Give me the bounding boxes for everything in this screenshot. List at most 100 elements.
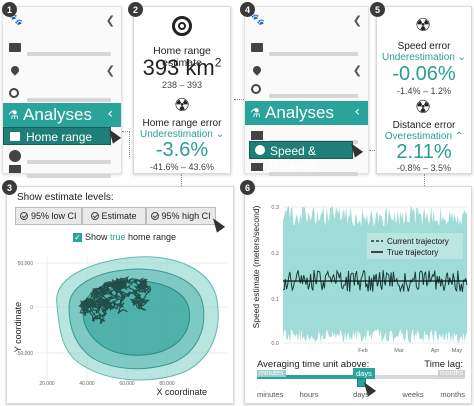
connector (122, 131, 130, 132)
distance-error-status[interactable]: Overestimation ⌃ (377, 131, 471, 142)
sidebar-item[interactable]: 🐾 ❮ (3, 11, 121, 33)
analyses-menu[interactable]: ⚗ Analyses ‹ (3, 103, 121, 127)
distance-error-range: -0.8% – 3.5% (396, 163, 452, 173)
chip-estimate[interactable]: Estimate (81, 207, 146, 225)
menu-item-home-range[interactable]: Home range (3, 127, 111, 145)
speed-error-title: Speed error (397, 41, 451, 52)
sidebar-item[interactable] (245, 79, 368, 101)
y-tick-label: 50,000 (18, 261, 34, 267)
radiation-icon: ☢ (415, 15, 432, 36)
chip-high-ci-label: 95% high CI (161, 211, 211, 221)
true-home-range-checkbox[interactable]: ✓ Show true home range (73, 232, 176, 242)
error-status-text: Underestimation (140, 129, 213, 140)
sidebar-item[interactable] (3, 159, 121, 181)
chevron-left-icon[interactable]: ❮ (352, 14, 362, 27)
report-icon (9, 165, 21, 173)
menu-item-speed-distance[interactable]: Speed & distance (249, 141, 353, 172)
analyses-icon: ⚗ (250, 106, 261, 120)
home-range-card: Home range estimate 393 km2 238 – 393 ☢ … (133, 6, 231, 174)
slider-max-chip: months (438, 370, 465, 377)
timer-icon (251, 84, 261, 94)
slider-tick-label: weeks (402, 390, 424, 399)
folder-icon (9, 43, 21, 52)
home-range-plot-panel: Show estimate levels: 95% low CI Estimat… (6, 186, 234, 404)
error-status[interactable]: Underestimation ⌄ (134, 129, 230, 140)
home-range-range: 238 – 393 (161, 80, 203, 90)
slider-fill (257, 375, 361, 379)
slider-tick-labels: minutes hours days weeks months (257, 390, 465, 402)
chip-low-ci[interactable]: 95% low CI (15, 207, 82, 225)
target-icon (172, 16, 192, 36)
sidebar-item[interactable] (3, 37, 121, 59)
y-ticks: 0.3 0.2 0.1 0.0 (271, 205, 279, 347)
chip-high-ci[interactable]: 95% high CI (145, 207, 216, 225)
connector (424, 174, 425, 188)
paw-icon: 🐾 (9, 14, 23, 26)
sidebar-item[interactable]: ❮ (3, 61, 121, 83)
home-range-number: 393 km (142, 55, 215, 80)
chevron-down-icon: ⌄ (215, 129, 224, 140)
sidebar-item[interactable] (3, 83, 121, 105)
x-ticks: 20,000 40,000 60,000 80,000 (39, 381, 175, 387)
x-tick-label: 40,000 (79, 381, 95, 387)
estimate-level-chips: 95% low CI Estimate 95% high CI (15, 207, 216, 225)
error-range: -41.6% – 43.6% (149, 162, 215, 172)
map-icon (251, 131, 263, 140)
x-axis-label: X coordinate (156, 387, 207, 397)
analyses-menu[interactable]: ⚗ Analyses ‹ (245, 101, 368, 125)
y-tick-label: 0.3 (271, 205, 279, 211)
chevron-left-icon[interactable]: ❮ (352, 64, 362, 77)
sidebar-item[interactable] (245, 37, 368, 59)
chevron-left-icon[interactable]: ‹ (107, 106, 113, 122)
legend-true-label: True trajectory (387, 248, 438, 257)
distance-error-value: 2.11% (396, 141, 452, 163)
x-tick-label: May (452, 348, 463, 354)
check-circle-icon (150, 212, 159, 220)
speed-error-status[interactable]: Underestimation ⌄ (377, 52, 471, 63)
connector (369, 150, 377, 151)
chevron-left-icon[interactable]: ‹ (354, 104, 360, 120)
sidebar-item[interactable] (3, 145, 121, 167)
y-tick-label: 0.2 (271, 251, 279, 257)
x-ticks: Feb Mar Apr May (358, 348, 462, 354)
y-ticks: 50,000 0 -50,000 (16, 261, 33, 357)
time-lag-label: Time lag: (424, 359, 463, 370)
chip-estimate-label: Estimate (101, 211, 137, 221)
slider-tick-label: hours (299, 390, 319, 399)
chip-low-ci-label: 95% low CI (31, 211, 77, 221)
slider-min-chip: minutes (257, 370, 286, 377)
checkbox-checked-icon: ✓ (73, 232, 82, 242)
step-badge-4: 4 (240, 2, 255, 17)
legend-box (367, 233, 463, 259)
y-tick-label: -50,000 (16, 351, 33, 357)
sidebar-item[interactable]: 🐾 ❮ (245, 11, 368, 33)
slider-handle[interactable] (357, 378, 366, 387)
speed-plot-panel: Speed estimate (meters/second) 0.3 0.2 0.1… (244, 186, 472, 404)
x-tick-label: 80,000 (159, 381, 175, 387)
connector (234, 99, 244, 100)
folder-icon (251, 43, 263, 52)
home-range-plot[interactable]: Y coordinate X coordinate 50,000 0 -50,000… (7, 245, 233, 405)
chevron-left-icon[interactable]: ❮ (105, 14, 115, 27)
step-badge-1: 1 (2, 2, 17, 17)
chevron-left-icon[interactable]: ❮ (105, 64, 115, 77)
sidebar-panel-4: 🐾 ❮ ❮ ⚗ Analyses ‹ Speed & distance (244, 6, 369, 176)
checkbox-label-prefix: Show (85, 232, 111, 242)
chevron-up-icon: ⌃ (454, 131, 464, 142)
speed-error-value: -0.06% (392, 63, 456, 85)
sidebar-panel-1: 🐾 ❮ ❮ ⚗ Analyses ‹ Home range (2, 6, 122, 178)
x-tick-label: Apr (431, 348, 440, 354)
speed-plot[interactable]: Speed estimate (meters/second) 0.3 0.2 0.1… (245, 187, 471, 355)
time-unit-slider[interactable]: minutes months days (257, 368, 465, 387)
step-badge-6: 6 (240, 180, 255, 195)
y-axis-label: Speed estimate (meters/second) (251, 205, 261, 328)
step-badge-2: 2 (128, 2, 143, 17)
y-axis-label: Y coordinate (13, 302, 23, 352)
analyses-label: Analyses (23, 105, 92, 124)
sidebar-item[interactable] (245, 157, 368, 179)
distance-error-title: Distance error (392, 120, 456, 131)
analyses-label: Analyses (265, 103, 334, 122)
x-tick-label: Feb (358, 348, 367, 354)
checkbox-label-true: true (110, 232, 126, 242)
sidebar-item[interactable]: ❮ (245, 61, 368, 83)
